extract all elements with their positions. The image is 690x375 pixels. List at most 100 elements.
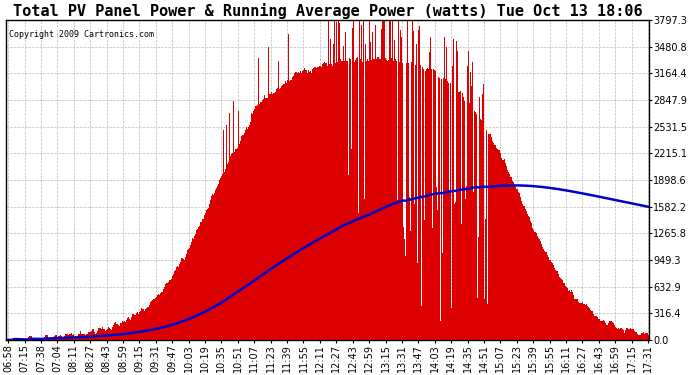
Bar	[194, 236, 195, 340]
Bar	[154, 299, 155, 340]
Bar	[147, 308, 148, 340]
Bar	[227, 165, 228, 340]
Bar	[30, 336, 32, 340]
Bar	[345, 32, 346, 340]
Bar	[188, 249, 189, 340]
Bar	[336, 22, 337, 340]
Bar	[415, 64, 416, 340]
Bar	[207, 209, 208, 340]
Bar	[627, 328, 629, 340]
Bar	[131, 316, 132, 340]
Bar	[234, 152, 235, 340]
Bar	[437, 210, 438, 340]
Bar	[445, 79, 446, 340]
Bar	[370, 42, 371, 340]
Bar	[428, 69, 429, 340]
Bar	[410, 231, 411, 340]
Bar	[226, 124, 227, 340]
Bar	[108, 327, 109, 340]
Bar	[129, 319, 130, 340]
Bar	[305, 70, 306, 340]
Bar	[151, 301, 152, 340]
Bar	[317, 67, 318, 340]
Bar	[366, 61, 367, 340]
Bar	[157, 296, 158, 340]
Bar	[402, 63, 403, 340]
Bar	[152, 299, 154, 340]
Bar	[41, 339, 43, 340]
Bar	[503, 160, 504, 340]
Bar	[280, 87, 281, 340]
Bar	[204, 214, 205, 340]
Bar	[441, 79, 442, 340]
Bar	[178, 267, 179, 340]
Bar	[400, 30, 401, 340]
Bar	[423, 69, 424, 340]
Bar	[333, 44, 334, 340]
Bar	[96, 333, 97, 340]
Bar	[618, 329, 620, 340]
Bar	[248, 128, 249, 340]
Bar	[187, 251, 188, 340]
Bar	[60, 334, 61, 340]
Bar	[98, 328, 99, 340]
Bar	[318, 67, 319, 340]
Bar	[92, 329, 94, 340]
Bar	[622, 330, 624, 340]
Bar	[571, 290, 573, 340]
Bar	[515, 187, 516, 340]
Bar	[589, 309, 591, 340]
Bar	[265, 98, 266, 340]
Bar	[112, 325, 114, 340]
Bar	[644, 333, 646, 340]
Bar	[283, 84, 284, 340]
Bar	[531, 224, 533, 340]
Bar	[254, 108, 255, 340]
Bar	[633, 331, 635, 340]
Bar	[355, 60, 356, 340]
Bar	[245, 130, 246, 340]
Bar	[388, 60, 389, 340]
Bar	[276, 89, 277, 340]
Bar	[386, 60, 387, 340]
Bar	[292, 77, 293, 340]
Bar	[189, 248, 190, 340]
Bar	[140, 311, 141, 340]
Bar	[294, 73, 295, 340]
Bar	[302, 70, 303, 340]
Bar	[212, 194, 213, 340]
Bar	[558, 274, 560, 340]
Bar	[263, 99, 264, 340]
Bar	[272, 93, 273, 340]
Bar	[229, 112, 230, 340]
Bar	[172, 276, 173, 340]
Bar	[223, 130, 224, 340]
Bar	[238, 111, 239, 340]
Bar	[45, 335, 46, 340]
Bar	[239, 144, 240, 340]
Bar	[553, 265, 555, 340]
Bar	[241, 136, 242, 340]
Bar	[642, 332, 644, 340]
Bar	[183, 259, 184, 340]
Bar	[586, 304, 587, 340]
Bar	[198, 227, 199, 340]
Bar	[316, 68, 317, 340]
Bar	[150, 302, 151, 340]
Bar	[235, 149, 236, 340]
Bar	[54, 336, 55, 340]
Bar	[101, 327, 103, 340]
Bar	[205, 213, 206, 340]
Bar	[569, 290, 571, 340]
Bar	[271, 92, 272, 340]
Bar	[155, 298, 156, 340]
Bar	[210, 200, 211, 340]
Bar	[340, 59, 341, 340]
Bar	[36, 339, 37, 340]
Bar	[120, 323, 121, 340]
Bar	[260, 102, 261, 340]
Bar	[551, 262, 553, 340]
Bar	[373, 59, 374, 340]
Bar	[296, 72, 297, 340]
Bar	[126, 320, 127, 340]
